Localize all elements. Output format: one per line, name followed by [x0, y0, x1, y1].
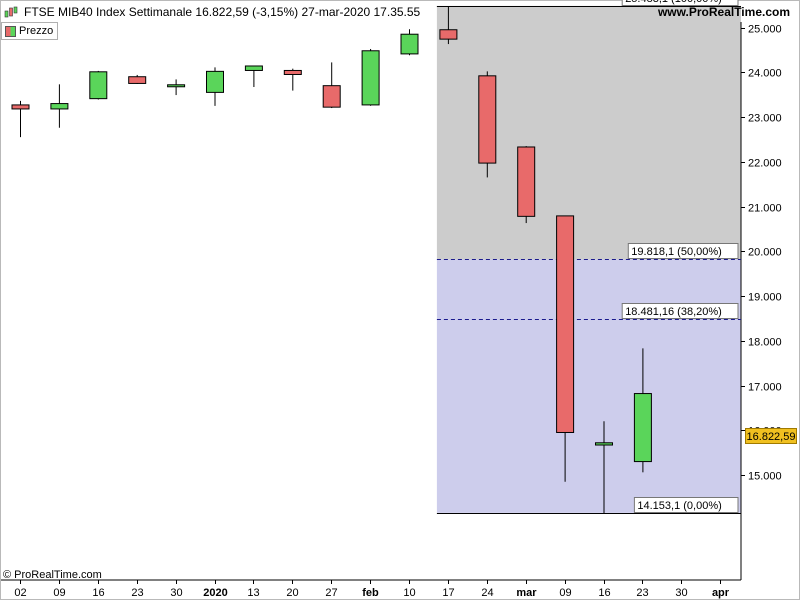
candle-body — [322, 85, 341, 108]
retracement-label-box — [621, 0, 739, 6]
copyright: © ProRealTime.com — [3, 569, 102, 581]
candle[interactable] — [517, 146, 536, 224]
candle-body — [361, 50, 380, 106]
last-price-marker: 16.822,59 — [745, 428, 797, 444]
legend-prezzo[interactable]: Prezzo — [1, 22, 59, 40]
y-tick-label: 22.000 — [748, 158, 782, 170]
candle-body — [439, 29, 458, 40]
candle[interactable] — [400, 29, 419, 56]
site-link[interactable]: www.ProRealTime.com — [657, 5, 790, 19]
x-tick-label: mar — [516, 587, 537, 599]
x-tick-label: 23 — [131, 587, 143, 599]
candle-body — [167, 84, 186, 88]
prorealtime-logo-icon — [4, 6, 18, 18]
x-tick-label: 09 — [53, 587, 65, 599]
candle-body — [244, 65, 263, 71]
x-tick-label: 10 — [403, 587, 415, 599]
candle[interactable] — [167, 79, 186, 96]
y-tick-label: 15.000 — [748, 471, 782, 483]
candle[interactable] — [478, 71, 497, 178]
candle[interactable] — [283, 68, 302, 91]
candle-body — [128, 76, 147, 84]
candle[interactable] — [361, 48, 380, 106]
retracement-label-box — [633, 497, 739, 513]
x-tick-label: 20 — [286, 587, 298, 599]
candle-body — [283, 69, 302, 75]
candle[interactable] — [89, 70, 108, 100]
candle-body — [206, 70, 224, 93]
x-tick-label: 30 — [675, 587, 687, 599]
x-tick-label: apr — [712, 587, 730, 599]
candle[interactable] — [322, 62, 341, 109]
legend-label: Prezzo — [19, 25, 54, 37]
retracement-level-label: 18.481,16 (38,20%) — [625, 306, 722, 318]
candle-body — [633, 393, 652, 463]
y-tick-label: 23.000 — [748, 113, 782, 125]
candle[interactable] — [633, 348, 652, 473]
candle-body — [89, 71, 108, 100]
y-tick-label: 18.000 — [748, 337, 782, 349]
y-tick-label: 21.000 — [748, 203, 782, 215]
y-tick-label: 17.000 — [748, 382, 782, 394]
x-tick-label: feb — [362, 587, 379, 599]
candle[interactable] — [50, 84, 69, 128]
candle-legend-icon — [5, 25, 16, 37]
x-tick-label: 30 — [170, 587, 182, 599]
candles — [11, 6, 652, 514]
candle[interactable] — [595, 421, 613, 514]
y-tick-label: 24.000 — [748, 68, 782, 80]
retracement-zones — [436, 5, 741, 513]
candle-body — [517, 146, 536, 217]
x-tick-label: 27 — [325, 587, 337, 599]
retracement-zone-lower — [436, 259, 741, 513]
retracement-label-box — [621, 303, 739, 319]
candle-body — [478, 75, 497, 164]
candle-body — [400, 33, 419, 55]
y-axis: 26.00025.00024.00023.00022.00021.00020.0… — [741, 24, 782, 483]
retracement-label-box — [627, 243, 739, 259]
candle-body — [556, 215, 575, 433]
candle[interactable] — [11, 100, 30, 138]
x-tick-label: 16 — [92, 587, 104, 599]
candle[interactable] — [556, 215, 575, 482]
candle-body — [50, 103, 69, 110]
candle[interactable] — [128, 74, 147, 84]
candle[interactable] — [206, 67, 224, 106]
y-tick-label: 25.000 — [748, 24, 782, 36]
x-tick-label: 13 — [247, 587, 259, 599]
retracement-level-label: 25.483,1 (100,00%) — [625, 0, 722, 5]
retracement-level-label: 14.153,1 (0,00%) — [637, 500, 721, 512]
x-tick-label: 2020 — [203, 587, 227, 599]
x-tick-label: 23 — [636, 587, 648, 599]
x-tick-label: 16 — [598, 587, 610, 599]
x-tick-label: 24 — [481, 587, 493, 599]
candle[interactable] — [439, 6, 458, 45]
x-axis: 02 09 16 23 30 2020 13 20 27 feb 10 17 24 mar 09 16 23 30… — [14, 580, 730, 599]
x-tick-label: 09 — [559, 587, 571, 599]
x-tick-label: 02 — [14, 587, 26, 599]
retracement-levels: 25.483,1 (100,00%) 19.818,1 (50,00%) 18.48… — [436, 0, 741, 514]
candle-body — [11, 104, 30, 110]
candle[interactable] — [244, 65, 263, 88]
y-tick-label: 19.000 — [748, 292, 782, 304]
retracement-level-label: 19.818,1 (50,00%) — [631, 246, 722, 258]
chart-title: FTSE MIB40 Index Settimanale 16.822,59 (… — [24, 5, 421, 19]
x-tick-label: 17 — [442, 587, 454, 599]
candle-body — [595, 442, 613, 446]
y-tick-label: 20.000 — [748, 247, 782, 259]
